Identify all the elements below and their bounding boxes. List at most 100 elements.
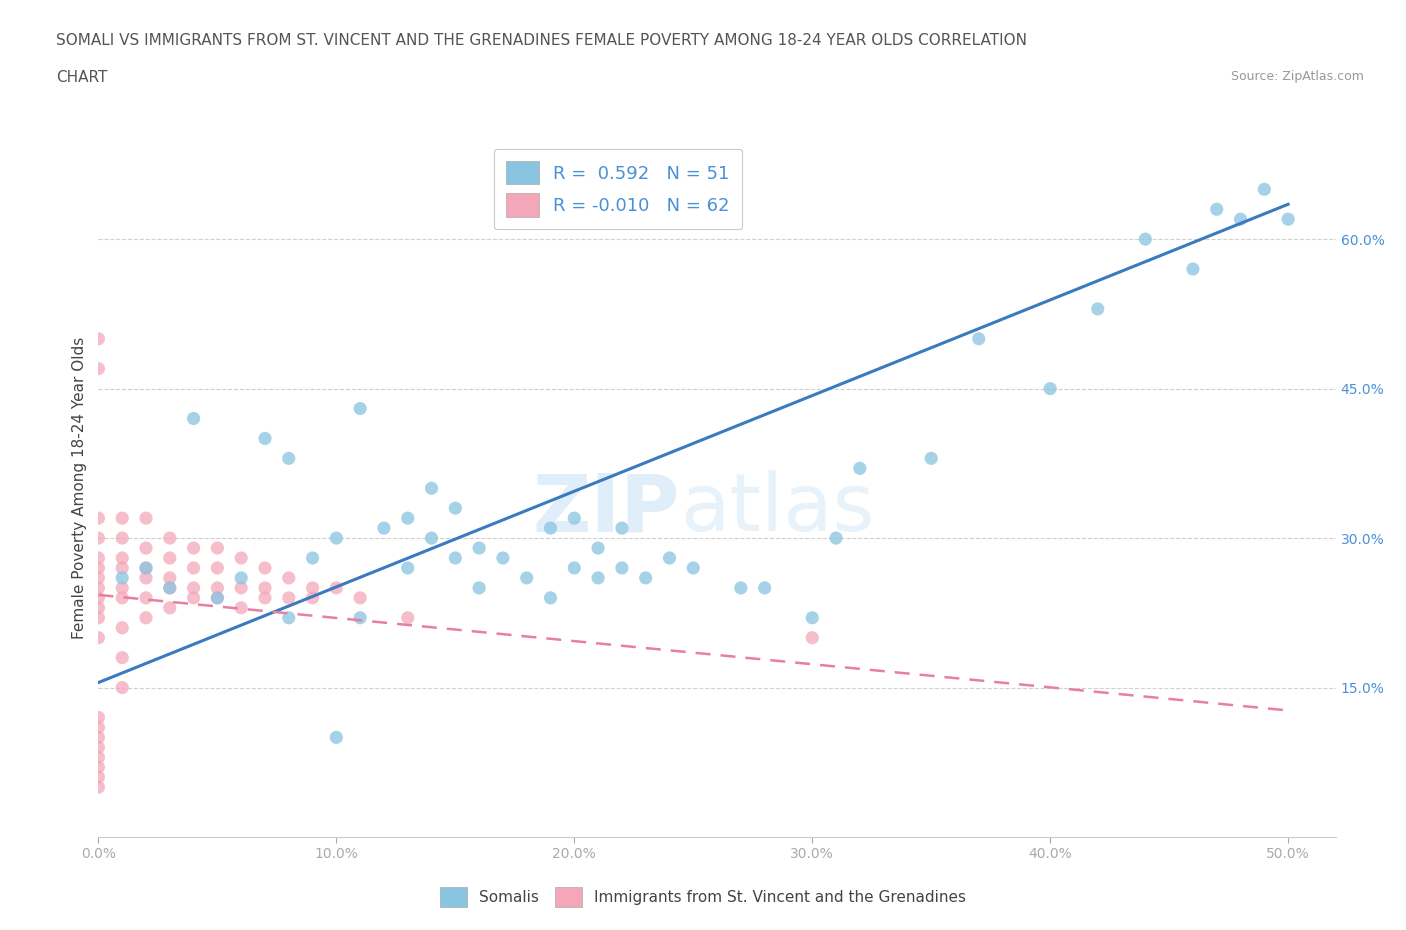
Point [610, 521, 633, 536]
Point [682, 561, 704, 576]
Point [540, 591, 562, 605]
Text: CHART: CHART [56, 70, 108, 85]
Legend: Somalis, Immigrants from St. Vincent and the Grenadines: Somalis, Immigrants from St. Vincent and… [433, 882, 973, 913]
Point [87, 760, 110, 775]
Point [277, 591, 299, 605]
Point [967, 331, 990, 346]
Point [159, 580, 181, 595]
Point [135, 610, 157, 625]
Point [540, 521, 562, 536]
Point [253, 431, 276, 445]
Point [586, 570, 609, 585]
Point [253, 580, 276, 595]
Point [111, 570, 134, 585]
Point [1253, 182, 1275, 197]
Point [516, 570, 538, 585]
Point [349, 610, 371, 625]
Point [111, 591, 134, 605]
Point [231, 580, 253, 595]
Point [87, 531, 110, 546]
Point [111, 580, 134, 595]
Point [586, 540, 609, 555]
Point [135, 561, 157, 576]
Point [420, 481, 443, 496]
Point [754, 580, 776, 595]
Point [562, 561, 585, 576]
Point [610, 561, 633, 576]
Point [825, 531, 848, 546]
Point [325, 730, 347, 745]
Point [159, 551, 181, 565]
Point [87, 570, 110, 585]
Legend: R =  0.592   N = 51, R = -0.010   N = 62: R = 0.592 N = 51, R = -0.010 N = 62 [494, 149, 742, 229]
Point [396, 511, 419, 525]
Point [135, 591, 157, 605]
Point [1181, 261, 1204, 276]
Point [396, 610, 419, 625]
Point [444, 500, 467, 515]
Point [87, 610, 110, 625]
Point [277, 610, 299, 625]
Point [111, 511, 134, 525]
Point [468, 580, 491, 595]
Point [87, 710, 110, 724]
Point [87, 601, 110, 616]
Point [253, 591, 276, 605]
Point [183, 411, 205, 426]
Point [468, 540, 491, 555]
Point [420, 531, 443, 546]
Point [301, 580, 323, 595]
Text: Source: ZipAtlas.com: Source: ZipAtlas.com [1230, 70, 1364, 83]
Point [87, 561, 110, 576]
Point [87, 730, 110, 745]
Point [207, 580, 229, 595]
Point [87, 631, 110, 645]
Point [159, 531, 181, 546]
Point [159, 601, 181, 616]
Point [444, 551, 467, 565]
Point [801, 610, 824, 625]
Point [87, 750, 110, 764]
Point [1087, 301, 1109, 316]
Point [231, 601, 253, 616]
Point [231, 551, 253, 565]
Point [183, 591, 205, 605]
Point [111, 620, 134, 635]
Point [231, 570, 253, 585]
Point [349, 401, 371, 416]
Point [634, 570, 657, 585]
Point [277, 570, 299, 585]
Point [87, 591, 110, 605]
Point [1229, 212, 1251, 227]
Point [87, 740, 110, 755]
Point [1277, 212, 1299, 227]
Point [920, 451, 942, 466]
Point [492, 551, 515, 565]
Point [87, 779, 110, 794]
Text: atlas: atlas [681, 471, 875, 548]
Point [183, 580, 205, 595]
Point [207, 561, 229, 576]
Point [135, 570, 157, 585]
Point [373, 521, 395, 536]
Point [87, 551, 110, 565]
Point [253, 561, 276, 576]
Point [301, 551, 323, 565]
Point [730, 580, 752, 595]
Point [801, 631, 824, 645]
Point [87, 770, 110, 785]
Point [301, 591, 323, 605]
Point [658, 551, 681, 565]
Point [135, 540, 157, 555]
Point [849, 461, 872, 476]
Point [277, 451, 299, 466]
Point [87, 361, 110, 376]
Point [1135, 232, 1157, 246]
Point [325, 531, 347, 546]
Point [87, 331, 110, 346]
Point [562, 511, 585, 525]
Point [159, 570, 181, 585]
Point [207, 591, 229, 605]
Point [396, 561, 419, 576]
Point [111, 680, 134, 695]
